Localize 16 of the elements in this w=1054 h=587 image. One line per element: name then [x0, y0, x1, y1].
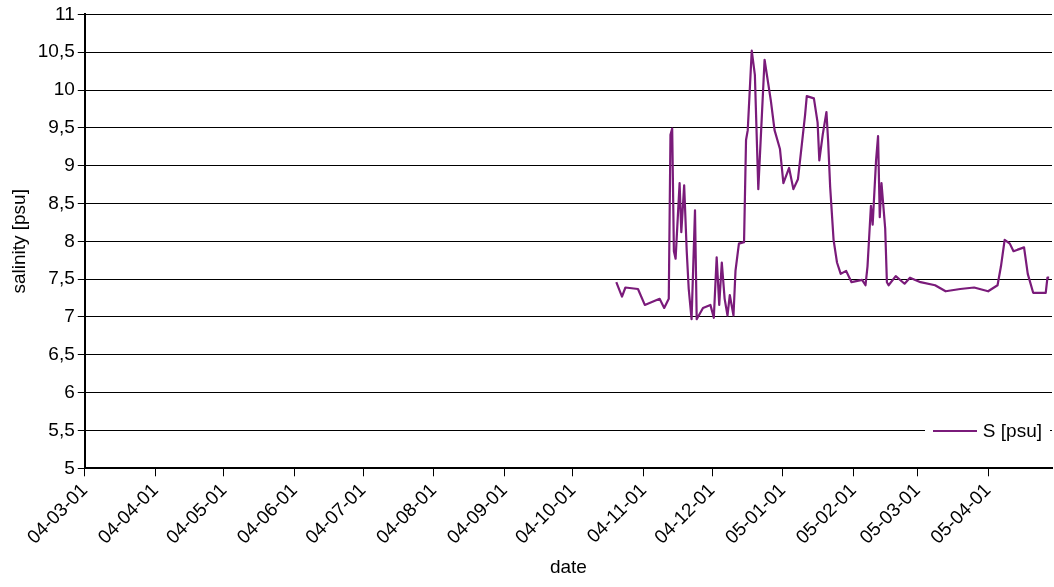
y-tick-label: 7,5 [48, 267, 75, 289]
y-tick-label: 7 [64, 305, 75, 327]
y-tick-label: 10,5 [37, 40, 75, 62]
y-tick-label: 9,5 [48, 116, 75, 138]
legend-label: S [psu] [982, 420, 1042, 443]
y-tick-label: 11 [55, 2, 75, 24]
y-axis-title: salinity [psu] [7, 189, 29, 294]
y-tick-label: 5,5 [48, 418, 75, 440]
y-tick-label: 6 [64, 380, 75, 402]
y-tick-label: 6,5 [48, 343, 75, 365]
y-tick-label: 8 [64, 229, 75, 251]
y-tick-label: 5 [64, 456, 75, 478]
x-axis-title: date [549, 555, 587, 577]
y-tick-label: 10 [53, 78, 75, 100]
y-tick-label: 8,5 [48, 191, 75, 213]
y-tick-label: 9 [64, 153, 75, 175]
